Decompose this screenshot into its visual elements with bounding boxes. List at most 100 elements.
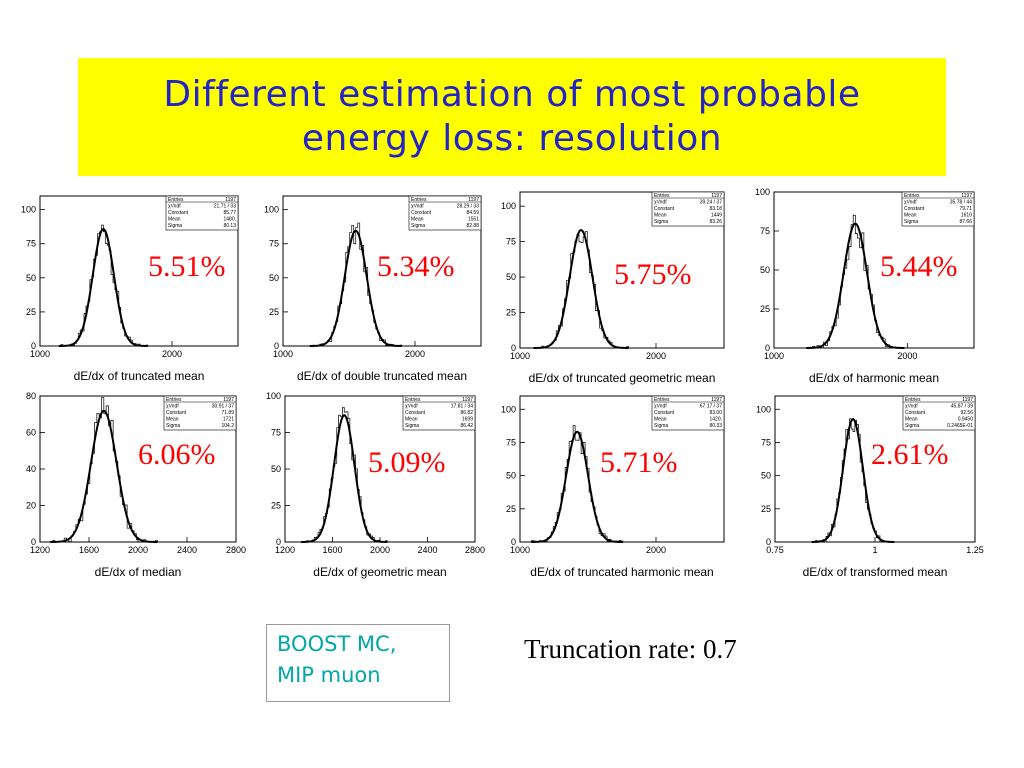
- stats-box: [902, 395, 976, 431]
- resolution-label-7: 5.71%: [600, 446, 678, 479]
- resolution-label-6: 5.09%: [368, 446, 446, 479]
- y-tick-label: 0: [31, 341, 36, 351]
- x-axis-label: dE/dx of truncated mean: [74, 369, 205, 383]
- resolution-label-2: 5.34%: [377, 250, 455, 283]
- stats-value: 1699: [462, 417, 473, 423]
- stats-label: Entries: [411, 197, 427, 203]
- stats-box: [402, 395, 476, 431]
- resolution-label-8: 2.61%: [871, 438, 949, 471]
- y-tick-label: 20: [26, 501, 36, 511]
- stats-label: Constant: [166, 410, 187, 416]
- y-tick-label: 25: [269, 307, 279, 317]
- y-tick-label: 75: [26, 239, 36, 249]
- stats-value: 30.91 / 37: [212, 404, 234, 410]
- y-tick-label: 60: [26, 428, 36, 438]
- stats-label: χ²/ndf: [904, 200, 917, 206]
- stats-box: [651, 395, 725, 431]
- y-tick-label: 25: [506, 504, 516, 514]
- y-tick-label: 100: [266, 391, 281, 401]
- stats-value: 87.66: [959, 219, 972, 225]
- x-tick-label: 2000: [646, 351, 666, 361]
- x-tick-label: 1200: [30, 545, 50, 555]
- stats-value: 86.82: [460, 410, 473, 416]
- stats-label: Sigma: [166, 423, 180, 429]
- x-tick-label: 2800: [226, 545, 246, 555]
- x-tick-label: 1200: [275, 545, 295, 555]
- x-tick-label: 1000: [510, 351, 530, 361]
- stats-value: 0.2465E-01: [947, 423, 973, 429]
- histogram-3: 0 25 50 75 100 1000 2000 Entries 1197 χ²/ndf 39.24…: [501, 191, 725, 385]
- gaussian-fit-curve: [50, 409, 158, 543]
- x-axis-label: dE/dx of harmonic mean: [809, 371, 939, 385]
- histogram-8: 0 25 50 75 100 0.75 1 1.25 Entries 1197 χ²/ndf 45.8…: [756, 395, 984, 579]
- x-tick-label: 1000: [30, 349, 50, 359]
- y-tick-label: 25: [271, 501, 281, 511]
- title-line-2: energy loss: resolution: [301, 118, 723, 159]
- gaussian-fit-curve: [811, 418, 895, 543]
- stats-label: Constant: [904, 206, 925, 212]
- stats-value: 80.33: [709, 423, 722, 429]
- y-tick-label: 25: [506, 308, 516, 318]
- stats-value: 83.18: [709, 206, 722, 212]
- stats-label: Entries: [904, 193, 920, 199]
- gaussian-fit-curve: [531, 430, 623, 543]
- y-tick-label: 25: [26, 307, 36, 317]
- y-tick-label: 100: [501, 404, 516, 414]
- resolution-label-1: 5.51%: [148, 250, 226, 283]
- y-tick-label: 50: [760, 265, 770, 275]
- stats-label: Mean: [168, 217, 181, 223]
- x-axis-label: dE/dx of truncated harmonic mean: [530, 565, 713, 579]
- stats-label: Constant: [654, 410, 675, 416]
- y-tick-label: 100: [264, 205, 279, 215]
- stats-value: 67.17 / 37: [700, 404, 722, 410]
- x-axis-label: dE/dx of geometric mean: [313, 565, 446, 579]
- stats-value: 1610: [961, 213, 972, 219]
- y-tick-label: 0: [511, 537, 516, 547]
- x-axis-label: dE/dx of double truncated mean: [297, 369, 467, 383]
- stats-label: Mean: [654, 213, 667, 219]
- histogram-bars: [301, 407, 388, 543]
- y-tick-label: 50: [269, 273, 279, 283]
- y-tick-label: 50: [506, 471, 516, 481]
- stats-box: [901, 191, 975, 227]
- histogram-4: 0 25 50 75 100 1000 2000 Entries 1197 χ²/ndf 35.78…: [755, 187, 975, 385]
- simulation-note-box: BOOST MC, MIP muon: [266, 624, 450, 702]
- stats-label: Mean: [654, 417, 667, 423]
- y-tick-label: 75: [506, 437, 516, 447]
- stats-value: 1197: [962, 397, 973, 403]
- stats-label: χ²/ndf: [411, 204, 424, 210]
- stats-box: [165, 195, 239, 231]
- stats-label: Mean: [904, 213, 917, 219]
- stats-label: χ²/ndf: [166, 404, 179, 410]
- histogram-2: 0 25 50 75 100 1000 2000 Entries 1197 χ²/ndf 28.29…: [264, 195, 482, 383]
- stats-value: 1197: [225, 197, 236, 203]
- y-tick-label: 75: [271, 428, 281, 438]
- stats-value: 85.77: [223, 210, 236, 216]
- stats-label: Entries: [654, 193, 670, 199]
- x-tick-label: 2000: [405, 349, 425, 359]
- y-tick-label: 100: [755, 187, 770, 197]
- x-tick-label: 2400: [417, 545, 437, 555]
- stats-value: 1197: [711, 397, 722, 403]
- title-banner: Different estimation of most probable en…: [78, 58, 946, 176]
- gaussian-fit-curve: [533, 228, 629, 349]
- y-tick-label: 50: [506, 272, 516, 282]
- title-line-1: Different estimation of most probable: [163, 74, 861, 115]
- note-line-1: BOOST MC,: [277, 632, 397, 656]
- histogram-bars: [530, 425, 624, 543]
- stats-label: Mean: [411, 217, 424, 223]
- stats-label: Sigma: [405, 423, 419, 429]
- stats-value: 1420.: [709, 417, 722, 423]
- stats-value: 1721: [223, 417, 234, 423]
- stats-label: χ²/ndf: [905, 404, 918, 410]
- y-tick-label: 0: [274, 341, 279, 351]
- x-tick-label: 0.75: [766, 545, 784, 555]
- stats-value: 1197: [711, 193, 722, 199]
- x-tick-label: 1000: [764, 351, 784, 361]
- y-tick-label: 100: [501, 201, 516, 211]
- stats-label: Entries: [166, 397, 182, 403]
- stats-value: 0.9450: [958, 417, 974, 423]
- gaussian-fit-curve: [58, 227, 148, 347]
- x-tick-label: 1000: [273, 349, 293, 359]
